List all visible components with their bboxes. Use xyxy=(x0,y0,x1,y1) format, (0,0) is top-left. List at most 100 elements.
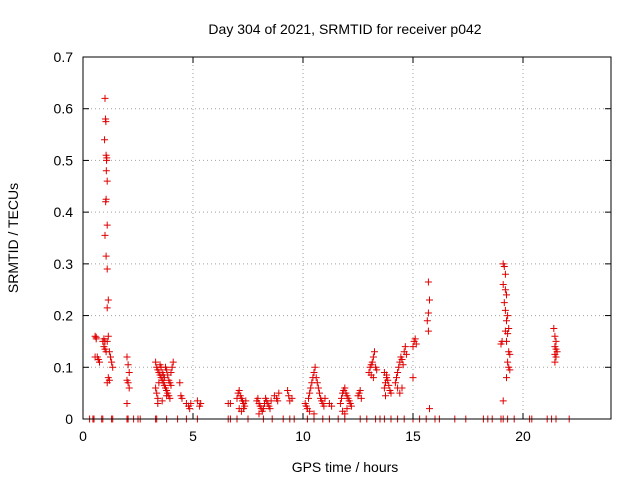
data-point xyxy=(152,358,160,366)
data-point xyxy=(504,330,512,338)
data-point xyxy=(306,407,314,415)
data-point xyxy=(240,405,248,413)
data-point xyxy=(387,389,395,397)
data-point xyxy=(552,353,560,361)
data-point xyxy=(384,376,392,384)
data-point xyxy=(96,358,103,366)
data-point xyxy=(307,384,315,392)
data-point xyxy=(321,394,329,402)
data-point xyxy=(310,368,318,376)
data-point xyxy=(255,410,263,418)
data-point xyxy=(382,392,389,400)
data-point xyxy=(197,399,205,407)
data-point xyxy=(412,340,420,348)
data-point xyxy=(501,270,509,278)
data-point xyxy=(310,410,318,418)
data-point xyxy=(226,399,234,407)
data-point xyxy=(341,384,349,392)
data-point xyxy=(316,389,323,397)
plot-frame xyxy=(82,56,612,420)
data-point xyxy=(385,381,393,389)
data-point xyxy=(124,379,132,387)
data-point xyxy=(259,405,267,413)
data-point xyxy=(503,374,510,382)
data-point xyxy=(500,299,508,307)
data-point xyxy=(401,343,409,351)
data-point xyxy=(155,379,163,387)
data-point xyxy=(499,397,507,405)
data-point xyxy=(124,361,132,369)
data-point xyxy=(101,337,109,345)
data-point xyxy=(398,356,406,364)
data-point xyxy=(242,397,250,405)
data-point xyxy=(338,394,345,402)
data-point xyxy=(426,405,433,413)
data-point xyxy=(503,291,510,299)
y-axis-label: SRMTID / TECUs xyxy=(5,183,21,293)
data-point xyxy=(499,281,507,289)
data-point xyxy=(125,368,133,376)
data-point xyxy=(169,358,177,366)
data-point xyxy=(314,384,322,392)
data-point xyxy=(101,231,109,239)
data-point xyxy=(123,399,131,407)
data-point xyxy=(305,394,312,402)
data-point xyxy=(383,371,391,379)
data-point xyxy=(105,348,113,356)
data-point xyxy=(504,358,512,366)
data-point xyxy=(506,366,514,374)
data-point xyxy=(103,177,111,185)
data-point xyxy=(328,402,336,410)
data-point xyxy=(552,337,560,345)
data-point xyxy=(312,374,320,382)
x-tick-label: 0 xyxy=(79,428,87,444)
data-point xyxy=(504,312,512,320)
data-point xyxy=(102,252,110,260)
data-point xyxy=(341,410,349,418)
data-point xyxy=(108,358,116,366)
data-point xyxy=(409,374,417,382)
data-point xyxy=(288,394,296,402)
x-tick-label: 5 xyxy=(189,428,197,444)
data-point xyxy=(371,348,378,356)
data-point xyxy=(254,394,262,402)
data-point xyxy=(109,363,117,371)
y-tick-label: 0.5 xyxy=(54,152,74,168)
data-point xyxy=(336,399,344,407)
data-point xyxy=(399,361,407,369)
data-point xyxy=(167,368,175,376)
y-tick-label: 0.7 xyxy=(54,49,74,65)
data-point xyxy=(506,350,514,358)
data-point xyxy=(368,358,376,366)
chart-title: Day 304 of 2021, SRMTID for receiver p04… xyxy=(208,21,481,37)
data-point xyxy=(423,317,431,325)
x-tick-label: 10 xyxy=(295,428,311,444)
data-point xyxy=(320,402,328,410)
data-point xyxy=(125,384,133,392)
y-tick-label: 0.3 xyxy=(54,256,74,272)
data-point xyxy=(357,394,365,402)
data-point xyxy=(105,376,113,384)
data-point xyxy=(313,379,321,387)
data-point xyxy=(391,379,399,387)
data-point xyxy=(102,167,110,175)
x-axis-label: GPS time / hours xyxy=(292,459,399,475)
data-point xyxy=(306,389,314,397)
data-point xyxy=(411,335,419,343)
data-point xyxy=(154,399,162,407)
data-point xyxy=(103,154,111,162)
data-point xyxy=(176,379,184,387)
data-point xyxy=(402,350,410,358)
data-point xyxy=(103,304,111,312)
data-point xyxy=(347,402,355,410)
data-point xyxy=(104,296,112,304)
data-point xyxy=(102,195,110,203)
data-point xyxy=(501,306,509,314)
data-point xyxy=(551,358,559,366)
y-tick-label: 0.2 xyxy=(54,308,74,324)
data-point xyxy=(235,387,243,395)
data-point xyxy=(426,296,433,304)
data-point xyxy=(168,363,176,371)
